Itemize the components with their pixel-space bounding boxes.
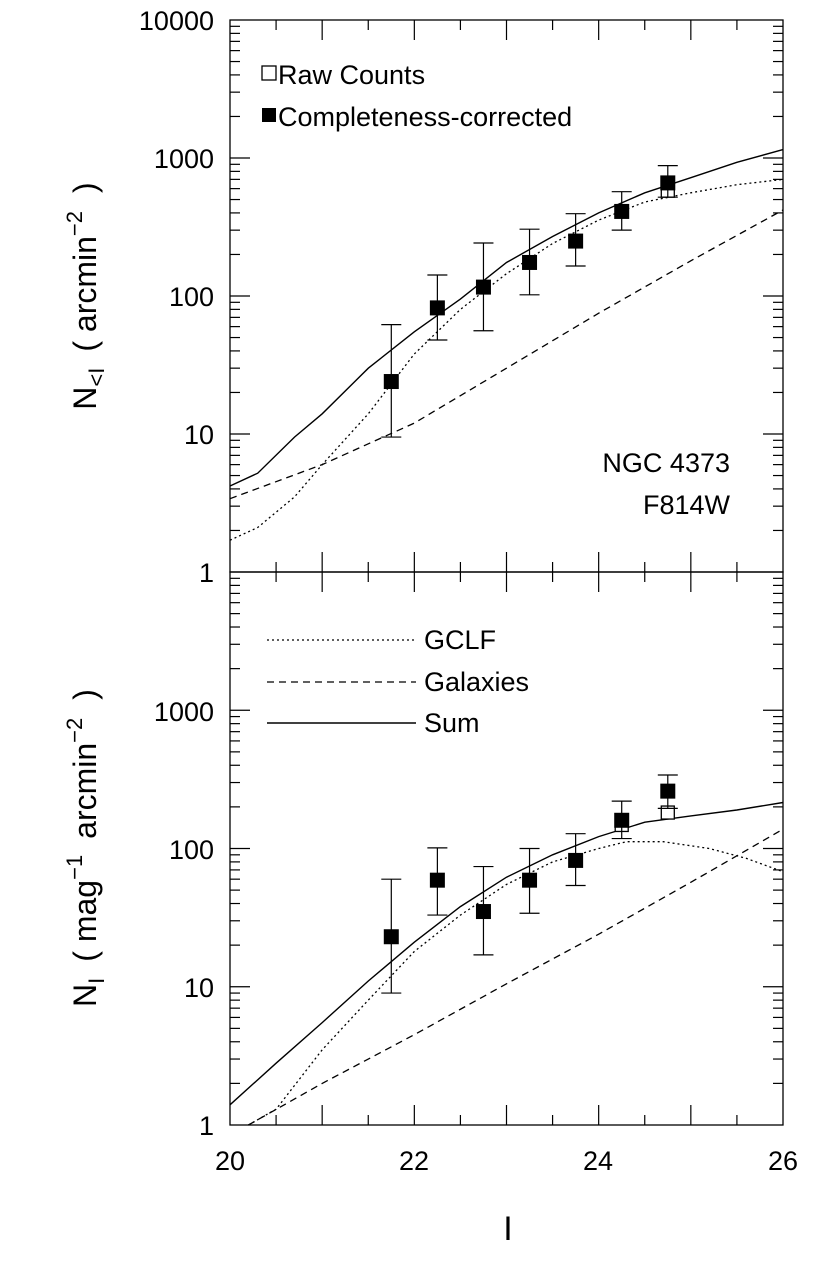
top-ylabel-text: N<I( arcmin−2) bbox=[62, 182, 109, 409]
bottom-ytick-label-1: 1 bbox=[199, 1111, 214, 1141]
corrected-point bbox=[383, 374, 399, 390]
top-sum-line bbox=[229, 148, 784, 487]
bottom-points bbox=[381, 774, 678, 994]
legend-galaxies-label: Galaxies bbox=[424, 667, 529, 697]
annotation-filter: F814W bbox=[643, 490, 731, 520]
corrected-point bbox=[614, 203, 630, 219]
bottom-curves bbox=[229, 801, 784, 1126]
bottom-ytick-label-1000: 1000 bbox=[154, 697, 214, 727]
top-ytick-label-10: 10 bbox=[184, 420, 214, 450]
bottom-ticks bbox=[230, 572, 783, 1125]
xtick-label-20: 20 bbox=[215, 1146, 245, 1176]
corrected-point bbox=[522, 254, 538, 270]
bottom-ylabel-text: NI( mag−1arcmin−2) bbox=[62, 689, 109, 1007]
corrected-point bbox=[475, 279, 491, 295]
bottom-ytick-label-100: 100 bbox=[169, 835, 214, 865]
corrected-point bbox=[660, 175, 676, 191]
corrected-point bbox=[522, 872, 538, 888]
corrected-point bbox=[568, 852, 584, 868]
top-ytick-label-10000: 10000 bbox=[139, 6, 214, 36]
corrected-point bbox=[383, 929, 399, 945]
bottom-frame bbox=[229, 571, 784, 1126]
top-ticks bbox=[230, 20, 783, 572]
corrected-point bbox=[429, 872, 445, 888]
top-y-tick-labels: 1 10 100 1000 10000 bbox=[139, 6, 214, 588]
bottom-ylabel: NI( mag−1arcmin−2) bbox=[62, 689, 109, 1007]
corrected-point bbox=[660, 783, 676, 799]
top-annotation: NGC 4373 F814W bbox=[602, 448, 730, 520]
bottom-ytick-label-10: 10 bbox=[184, 973, 214, 1003]
legend-gclf-label: GCLF bbox=[424, 625, 496, 655]
bottom-sum-line bbox=[229, 801, 784, 1106]
top-panel: 1 10 100 1000 10000 Raw Counts Completen… bbox=[62, 6, 784, 588]
top-ytick-label-100: 100 bbox=[169, 282, 214, 312]
x-axis-label: I bbox=[503, 1210, 512, 1248]
corrected-point bbox=[568, 233, 584, 249]
bottom-galaxies-line bbox=[248, 828, 784, 1126]
top-gclf-line bbox=[229, 178, 784, 541]
corrected-point bbox=[475, 904, 491, 920]
top-points bbox=[381, 165, 678, 438]
bottom-y-tick-labels: 1 10 100 1000 bbox=[154, 697, 214, 1141]
top-ylabel: N<I( arcmin−2) bbox=[62, 182, 109, 409]
legend-raw-label: Raw Counts bbox=[278, 60, 425, 90]
corrected-point bbox=[614, 812, 630, 828]
xtick-label-24: 24 bbox=[583, 1146, 613, 1176]
top-galaxies-line bbox=[229, 209, 784, 500]
legend-raw-marker bbox=[261, 65, 277, 81]
top-ytick-label-1: 1 bbox=[199, 558, 214, 588]
legend-corrected-marker bbox=[262, 108, 276, 122]
top-ytick-label-1000: 1000 bbox=[154, 144, 214, 174]
bottom-legend: GCLF Galaxies Sum bbox=[267, 625, 529, 738]
bottom-gclf-line bbox=[248, 841, 784, 1126]
x-tick-labels: 20 22 24 26 bbox=[215, 1146, 798, 1176]
legend-corrected-label: Completeness-corrected bbox=[278, 102, 572, 132]
xtick-label-26: 26 bbox=[768, 1146, 798, 1176]
top-curves bbox=[229, 148, 784, 541]
legend-sum-label: Sum bbox=[424, 708, 480, 738]
annotation-galaxy: NGC 4373 bbox=[602, 448, 730, 478]
corrected-point bbox=[429, 300, 445, 316]
top-legend: Raw Counts Completeness-corrected bbox=[261, 60, 572, 132]
xtick-label-22: 22 bbox=[399, 1146, 429, 1176]
bottom-panel: 1 10 100 1000 20 22 24 26 GCLF Galaxies … bbox=[62, 571, 798, 1176]
